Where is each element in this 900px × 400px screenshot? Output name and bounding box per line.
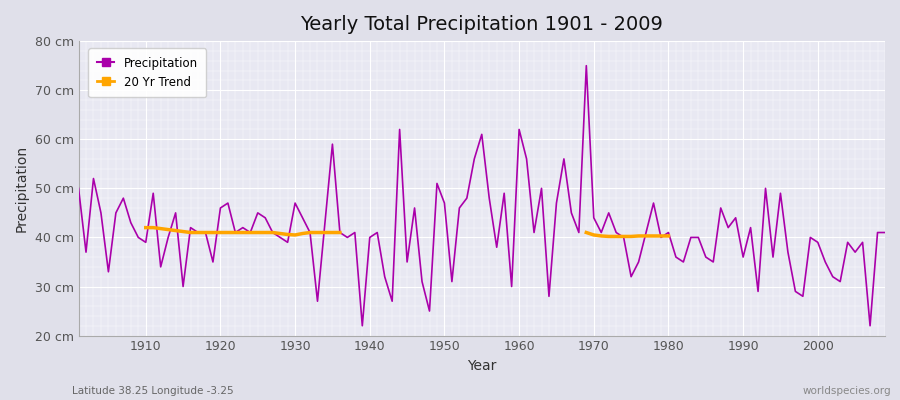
Text: worldspecies.org: worldspecies.org (803, 386, 891, 396)
Legend: Precipitation, 20 Yr Trend: Precipitation, 20 Yr Trend (88, 48, 206, 97)
X-axis label: Year: Year (467, 359, 497, 373)
Title: Yearly Total Precipitation 1901 - 2009: Yearly Total Precipitation 1901 - 2009 (301, 15, 663, 34)
Text: Latitude 38.25 Longitude -3.25: Latitude 38.25 Longitude -3.25 (72, 386, 234, 396)
Y-axis label: Precipitation: Precipitation (15, 145, 29, 232)
